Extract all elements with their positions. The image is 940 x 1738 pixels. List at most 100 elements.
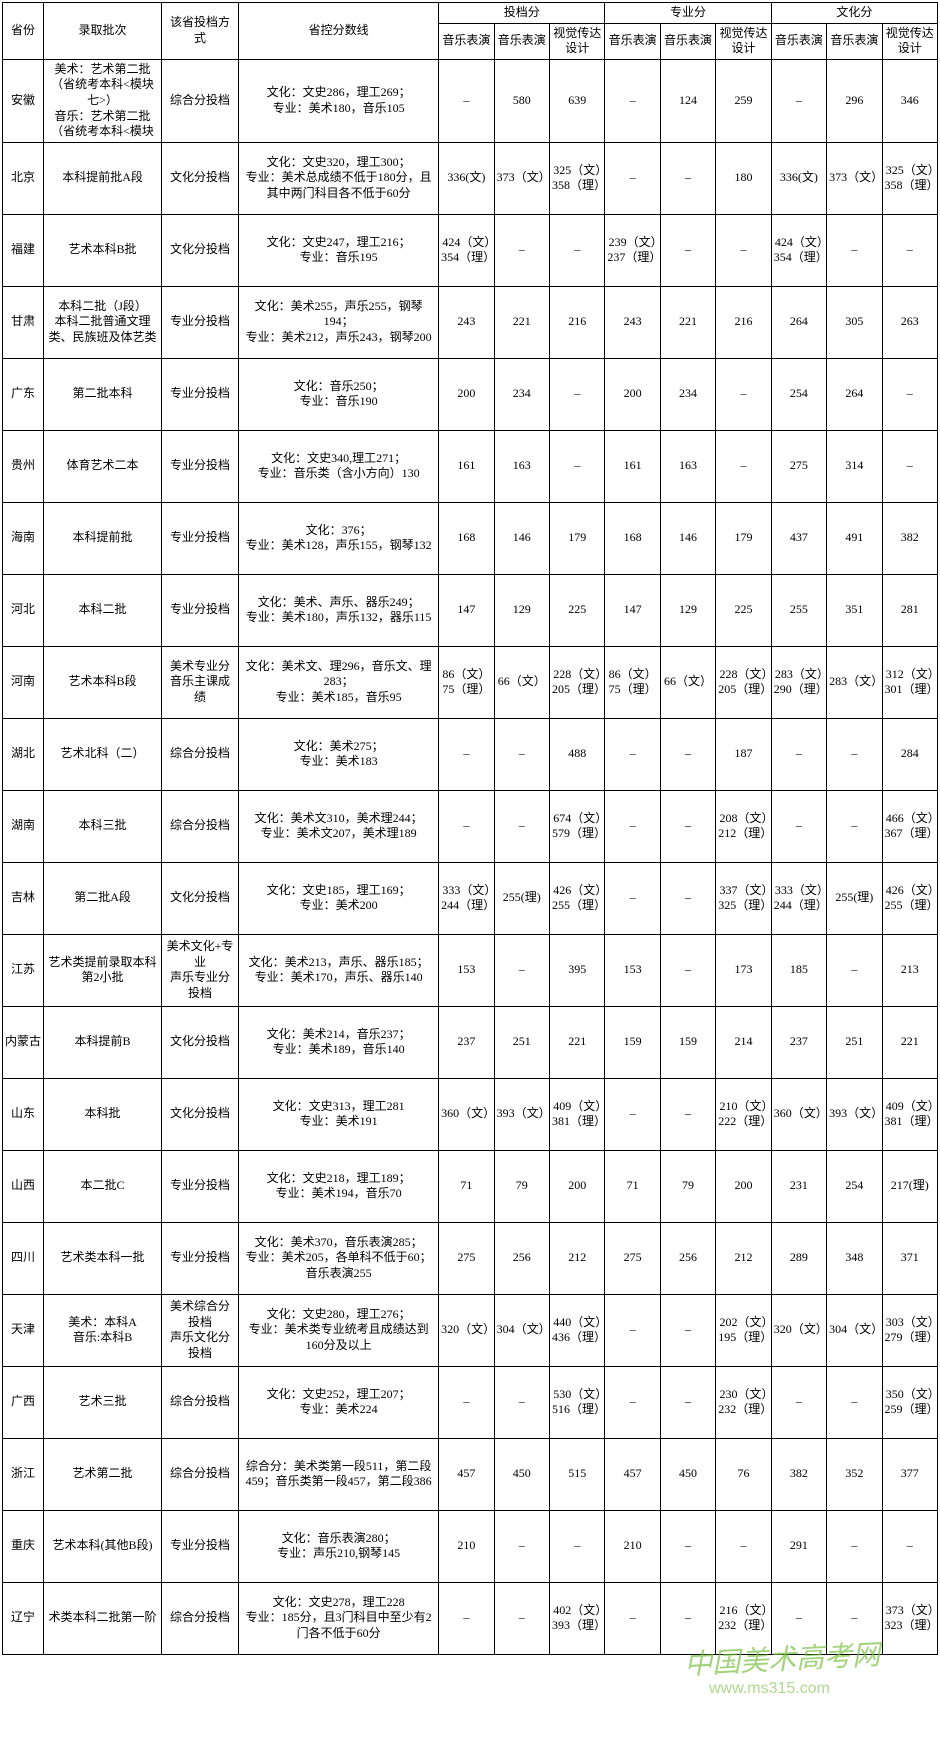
table-row: 广东第二批本科专业分投档文化：音乐250； 专业：音乐190200234–200… bbox=[3, 358, 938, 430]
score-cell: 159 bbox=[605, 1006, 660, 1078]
score-cell: – bbox=[882, 430, 937, 502]
score-cell: 228（文）205（理） bbox=[716, 646, 771, 718]
table-body: 安徽美术：艺术第二批（省统考本科<模块七>） 音乐：艺术第二批（省统考本科<模块… bbox=[3, 59, 938, 1654]
table-row: 广西艺术三批综合分投档文化：文史252，理工207； 专业：美术224––530… bbox=[3, 1366, 938, 1438]
score-cell: 457 bbox=[439, 1438, 494, 1510]
score-cell: – bbox=[882, 214, 937, 286]
province-cell: 甘肃 bbox=[3, 286, 44, 358]
method-cell: 文化分投档 bbox=[162, 142, 239, 214]
batch-cell: 体育艺术二本 bbox=[44, 430, 162, 502]
score-cell: – bbox=[660, 934, 715, 1006]
method-cell: 美术专业分 音乐主课成绩 bbox=[162, 646, 239, 718]
control-cell: 文化：美术275； 专业：美术183 bbox=[239, 718, 439, 790]
province-cell: 河北 bbox=[3, 574, 44, 646]
score-cell: – bbox=[771, 790, 826, 862]
header-sub: 音乐表演 bbox=[605, 23, 660, 59]
control-cell: 文化：文史313，理工281 专业：美术191 bbox=[239, 1078, 439, 1150]
score-cell: 212 bbox=[550, 1222, 605, 1294]
score-cell: 336(文) bbox=[771, 142, 826, 214]
table-row: 天津美术：本科A 音乐:本科B美术综合分投档 声乐文化分投档文化：文史280，理… bbox=[3, 1294, 938, 1366]
score-cell: 185 bbox=[771, 934, 826, 1006]
province-cell: 重庆 bbox=[3, 1510, 44, 1582]
header-group-wen: 文化分 bbox=[771, 3, 937, 24]
score-cell: 79 bbox=[660, 1150, 715, 1222]
score-cell: 217(理) bbox=[882, 1150, 937, 1222]
score-cell: 210 bbox=[439, 1510, 494, 1582]
score-cell: – bbox=[439, 1366, 494, 1438]
score-cell: 491 bbox=[827, 502, 882, 574]
score-cell: 305 bbox=[827, 286, 882, 358]
score-cell: 146 bbox=[660, 502, 715, 574]
table-row: 吉林第二批A段文化分投档文化：文史185，理工169； 专业：美术200333（… bbox=[3, 862, 938, 934]
method-cell: 综合分投档 bbox=[162, 1438, 239, 1510]
score-cell: 336(文) bbox=[439, 142, 494, 214]
score-cell: – bbox=[605, 1294, 660, 1366]
score-cell: – bbox=[494, 1510, 549, 1582]
score-cell: 71 bbox=[439, 1150, 494, 1222]
batch-cell: 本科二批（J段） 本科二批普通文理类、民族班及体艺类 bbox=[44, 286, 162, 358]
method-cell: 综合分投档 bbox=[162, 790, 239, 862]
watermark-sub: www.ms315.com bbox=[709, 1680, 830, 1698]
score-cell: – bbox=[494, 718, 549, 790]
score-cell: 146 bbox=[494, 502, 549, 574]
header-sub: 视觉传达设计 bbox=[550, 23, 605, 59]
score-cell: 424（文）354（理） bbox=[771, 214, 826, 286]
batch-cell: 术类本科二批第一阶 bbox=[44, 1582, 162, 1654]
score-cell: – bbox=[660, 142, 715, 214]
score-cell: – bbox=[660, 1294, 715, 1366]
control-cell: 文化：文史278，理工228 专业：185分，且3门科目中至少有2门各不低于60… bbox=[239, 1582, 439, 1654]
score-cell: – bbox=[605, 59, 660, 142]
score-cell: 377 bbox=[882, 1438, 937, 1510]
score-cell: 179 bbox=[716, 502, 771, 574]
score-cell: 213 bbox=[882, 934, 937, 1006]
province-cell: 四川 bbox=[3, 1222, 44, 1294]
batch-cell: 本科提前批 bbox=[44, 502, 162, 574]
score-cell: 173 bbox=[716, 934, 771, 1006]
score-cell: 352 bbox=[827, 1438, 882, 1510]
score-cell: – bbox=[716, 358, 771, 430]
score-cell: 225 bbox=[716, 574, 771, 646]
score-cell: 255(理) bbox=[494, 862, 549, 934]
province-cell: 北京 bbox=[3, 142, 44, 214]
score-cell: 275 bbox=[771, 430, 826, 502]
score-cell: 200 bbox=[439, 358, 494, 430]
batch-cell: 艺术本科(其他B段) bbox=[44, 1510, 162, 1582]
score-cell: 180 bbox=[716, 142, 771, 214]
score-cell: 168 bbox=[605, 502, 660, 574]
score-cell: – bbox=[439, 1582, 494, 1654]
score-cell: 283（文） bbox=[827, 646, 882, 718]
batch-cell: 本科三批 bbox=[44, 790, 162, 862]
control-cell: 文化：音乐250； 专业：音乐190 bbox=[239, 358, 439, 430]
score-cell: 275 bbox=[439, 1222, 494, 1294]
score-cell: – bbox=[660, 718, 715, 790]
table-row: 甘肃本科二批（J段） 本科二批普通文理类、民族班及体艺类专业分投档文化：美术25… bbox=[3, 286, 938, 358]
score-cell: – bbox=[550, 358, 605, 430]
batch-cell: 美术：艺术第二批（省统考本科<模块七>） 音乐：艺术第二批（省统考本科<模块 bbox=[44, 59, 162, 142]
score-cell: – bbox=[771, 718, 826, 790]
score-cell: – bbox=[439, 718, 494, 790]
score-cell: 254 bbox=[771, 358, 826, 430]
score-cell: 200 bbox=[716, 1150, 771, 1222]
score-cell: 216（文）232（理） bbox=[716, 1582, 771, 1654]
control-cell: 文化：美术文、理296，音乐文、理283； 专业：美术185，音乐95 bbox=[239, 646, 439, 718]
province-cell: 江苏 bbox=[3, 934, 44, 1006]
score-cell: – bbox=[550, 430, 605, 502]
score-cell: – bbox=[605, 862, 660, 934]
score-cell: 251 bbox=[827, 1006, 882, 1078]
score-cell: 239（文）237（理） bbox=[605, 214, 660, 286]
batch-cell: 艺术北科（二） bbox=[44, 718, 162, 790]
header-sub: 音乐表演 bbox=[439, 23, 494, 59]
score-cell: 231 bbox=[771, 1150, 826, 1222]
score-cell: 351 bbox=[827, 574, 882, 646]
province-cell: 吉林 bbox=[3, 862, 44, 934]
score-cell: 289 bbox=[771, 1222, 826, 1294]
score-cell: – bbox=[605, 1078, 660, 1150]
score-cell: – bbox=[550, 1510, 605, 1582]
score-cell: 325（文）358（理） bbox=[550, 142, 605, 214]
table-row: 湖北艺术北科（二）综合分投档文化：美术275； 专业：美术183––488––1… bbox=[3, 718, 938, 790]
score-cell: 284 bbox=[882, 718, 937, 790]
score-cell: 163 bbox=[494, 430, 549, 502]
table-row: 山东本科批文化分投档文化：文史313，理工281 专业：美术191360（文）3… bbox=[3, 1078, 938, 1150]
score-cell: 409（文）381（理） bbox=[882, 1078, 937, 1150]
score-cell: 86（文）75（理） bbox=[439, 646, 494, 718]
